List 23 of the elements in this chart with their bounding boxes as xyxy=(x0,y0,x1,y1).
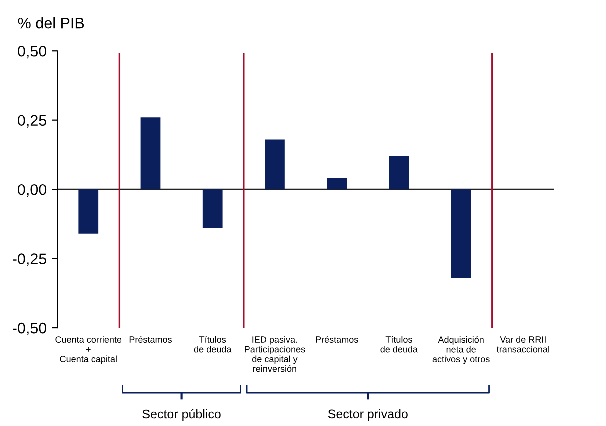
bar xyxy=(78,190,99,234)
text: Sector privado xyxy=(328,409,408,422)
x-tick-label: Préstamos xyxy=(316,336,358,343)
bar xyxy=(140,118,161,190)
y-tick-label: 0,50 xyxy=(18,46,47,59)
x-tick-label: Títulos de deuda xyxy=(194,336,232,353)
text: Sector público xyxy=(142,409,221,422)
y-tick-label: -0,50 xyxy=(13,322,47,336)
x-tick-label: Préstamos xyxy=(130,336,172,343)
x-tick-label: IED pasiva. Participaciones de capital y reinversión xyxy=(245,336,306,372)
bar xyxy=(327,178,348,190)
y-tick-label: 0,00 xyxy=(18,184,47,198)
bar xyxy=(451,190,472,278)
x-tick-label: Títulos de deuda xyxy=(380,336,418,353)
bar xyxy=(265,140,285,190)
x-tick-label: Adquisición neta de activos y otros xyxy=(432,336,490,364)
x-tick-label: Cuenta corriente + Cuenta capital xyxy=(56,336,122,364)
y-tick-label: -0,25 xyxy=(13,254,47,266)
bar xyxy=(389,156,410,190)
bar xyxy=(202,190,223,228)
y-tick-label: 0,25 xyxy=(18,115,47,128)
x-tick-label: Var de RRII transaccional xyxy=(496,336,550,353)
y-axis-title: % del PIB xyxy=(18,17,84,29)
